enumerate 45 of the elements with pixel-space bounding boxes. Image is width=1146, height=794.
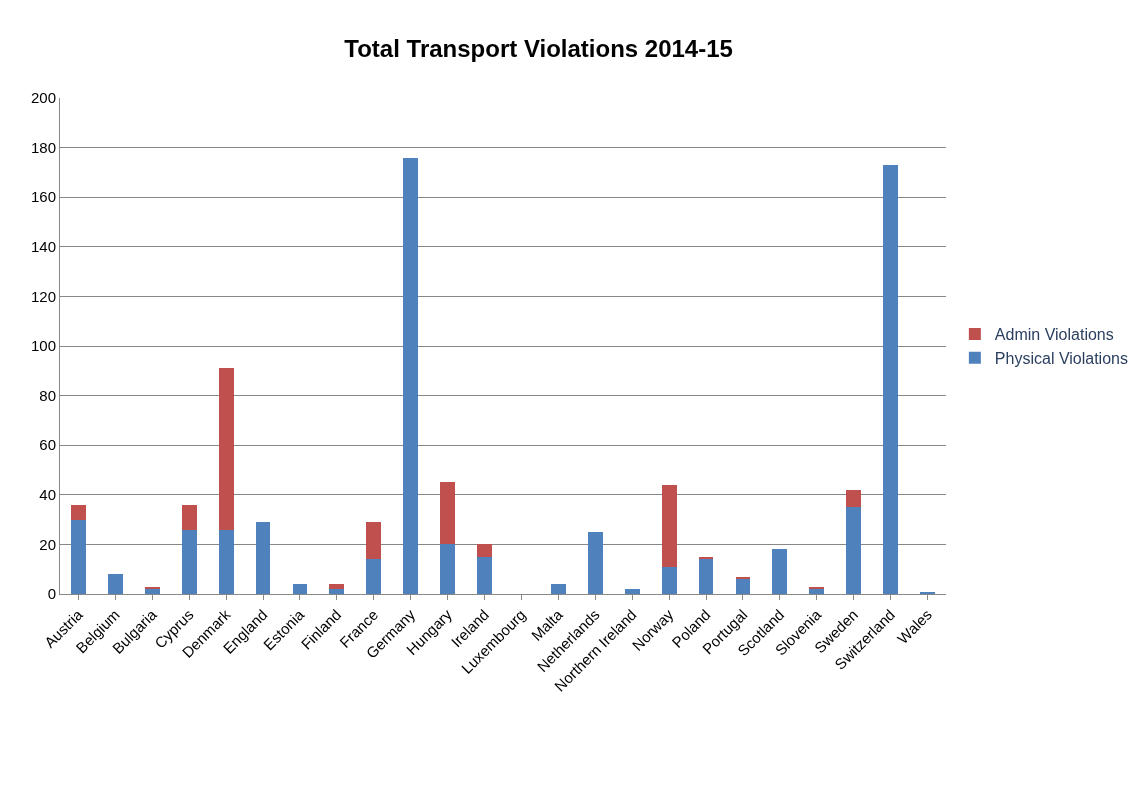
y-tick-label: 100 — [30, 337, 56, 355]
bar — [477, 556, 492, 594]
y-tick-label: 140 — [30, 238, 56, 256]
bar — [218, 529, 234, 594]
bar — [846, 507, 862, 594]
bar — [329, 589, 345, 594]
bar — [218, 368, 234, 530]
bar — [661, 484, 677, 567]
bar — [366, 522, 382, 560]
bar — [292, 584, 308, 594]
y-tick-label: 20 — [39, 535, 56, 553]
y-tick-label: 60 — [39, 436, 56, 454]
y-tick-label: 0 — [47, 585, 56, 603]
bar — [107, 574, 123, 594]
bar — [809, 589, 825, 594]
y-tick-label: 80 — [39, 386, 56, 404]
chart-title: Total Transport Violations 2014-15 — [344, 34, 733, 62]
bar — [477, 544, 492, 557]
y-tick-label: 120 — [30, 287, 56, 305]
bar — [550, 584, 566, 594]
legend-label: Physical Violations — [994, 349, 1128, 367]
bar — [698, 559, 714, 594]
bar — [846, 489, 862, 508]
y-tick-label: 180 — [30, 138, 56, 156]
bar — [735, 579, 751, 594]
bar — [181, 529, 197, 594]
bar — [403, 157, 419, 594]
bar — [661, 566, 677, 594]
bar — [440, 482, 456, 545]
legend-label: Admin Violations — [994, 326, 1114, 344]
bar — [587, 532, 603, 594]
bar — [71, 519, 86, 594]
y-tick-label: 160 — [30, 188, 56, 206]
bar — [255, 522, 271, 594]
bar — [624, 589, 640, 594]
bar — [329, 584, 345, 590]
y-tick-label: 200 — [30, 89, 56, 107]
bar — [440, 544, 456, 594]
bar — [772, 549, 788, 594]
bar — [144, 589, 160, 594]
bar — [181, 504, 197, 530]
bar — [71, 504, 86, 520]
bar — [366, 559, 382, 594]
bar — [883, 164, 899, 594]
y-tick-label: 40 — [39, 486, 56, 504]
